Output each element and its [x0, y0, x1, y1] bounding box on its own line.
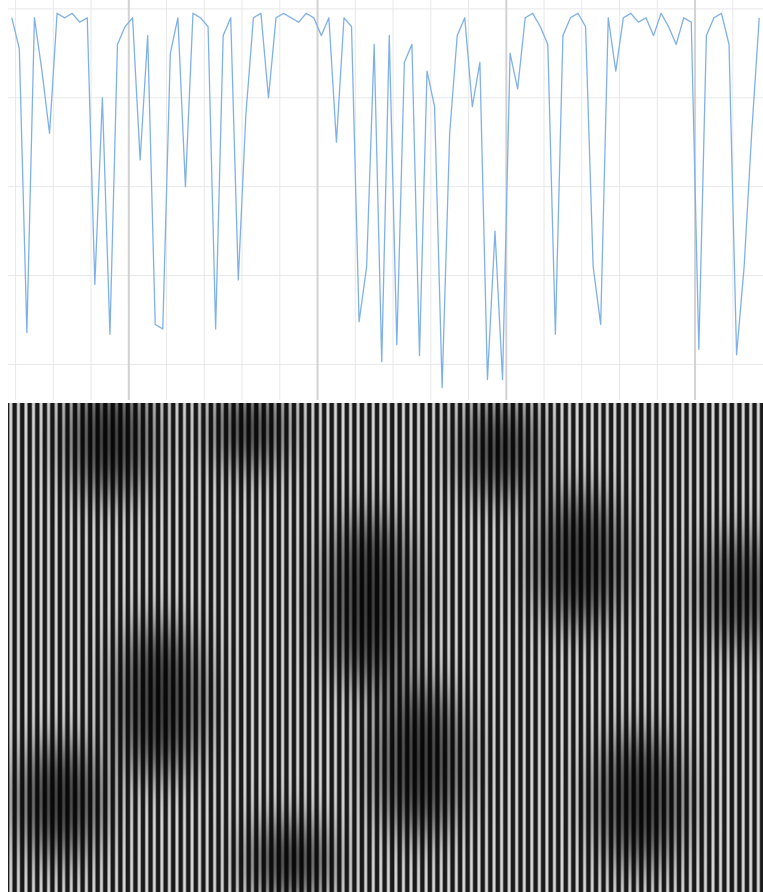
stripe-image: [8, 403, 763, 892]
line-chart: [8, 0, 763, 400]
data-line: [11, 12, 760, 389]
